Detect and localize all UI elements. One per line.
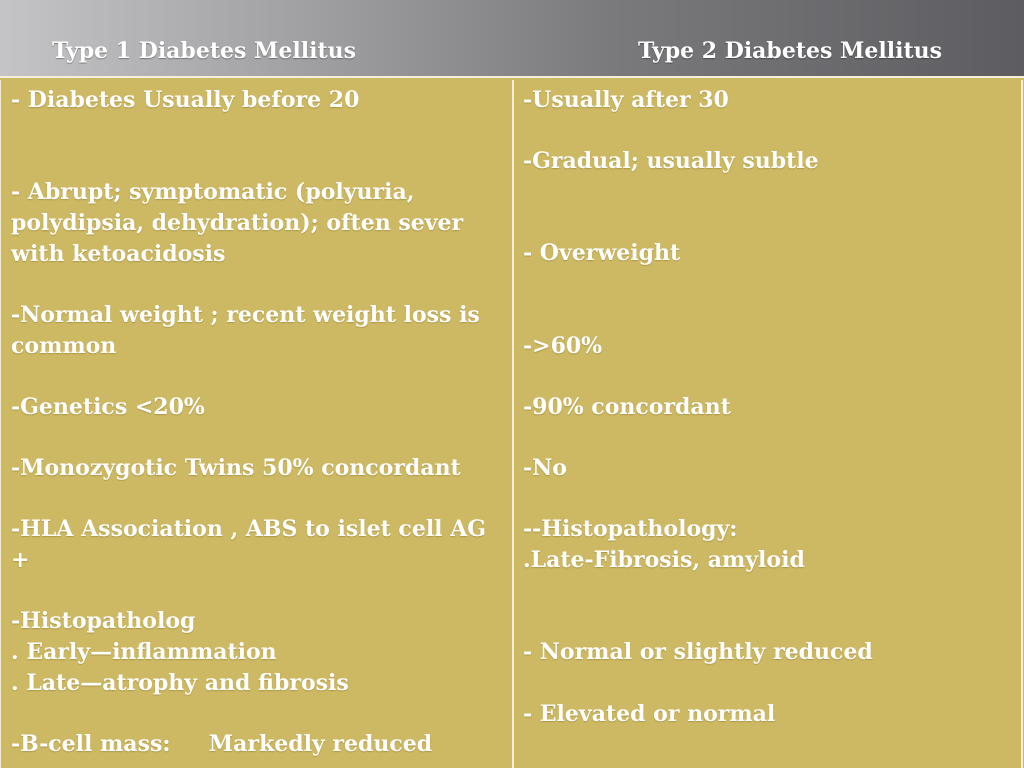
- type1-histo-late: . Late—atrophy and fibrosis: [11, 670, 349, 696]
- type2-column: -Usually after 30 -Gradual; usually subt…: [512, 80, 1023, 768]
- type2-histo-title: --Histopathology:: [523, 516, 738, 542]
- type1-age: - Diabetes Usually before 20: [11, 87, 360, 113]
- type1-onset-line3: with ketoacidosis: [11, 241, 226, 267]
- type1-weight-line2: common: [11, 333, 117, 359]
- type1-histo-title: -Histopatholog: [11, 608, 196, 634]
- type1-twins: -Monozygotic Twins 50% concordant: [11, 455, 461, 481]
- table-header: Type 1 Diabetes Mellitus Type 2 Diabetes…: [0, 0, 1024, 76]
- type2-column-title: Type 2 Diabetes Mellitus: [638, 38, 942, 64]
- type1-weight-line1: -Normal weight ; recent weight loss is: [11, 302, 480, 328]
- type2-onset: -Gradual; usually subtle: [523, 148, 819, 174]
- type2-last: - Elevated or normal: [523, 701, 776, 727]
- type2-age: -Usually after 30: [523, 87, 729, 113]
- type1-column-title: Type 1 Diabetes Mellitus: [52, 38, 356, 64]
- comparison-table: - Diabetes Usually before 20 - Abrupt; s…: [0, 76, 1024, 768]
- type1-onset-line2: polydipsia, dehydration); often sever: [11, 210, 464, 236]
- type2-genetics: ->60%: [523, 333, 603, 359]
- type1-bcell: -B-cell mass: Markedly reduced: [11, 731, 433, 757]
- type1-hla-line2: +: [11, 547, 30, 573]
- type2-hla: -No: [523, 455, 567, 481]
- type1-onset-line1: - Abrupt; symptomatic (polyuria,: [11, 179, 415, 205]
- type1-hla-line1: -HLA Association , ABS to islet cell AG: [11, 516, 487, 542]
- type2-weight: - Overweight: [523, 240, 681, 266]
- type2-histo-late: .Late-Fibrosis, amyloid: [523, 547, 805, 573]
- type2-bcell: - Normal or slightly reduced: [523, 639, 873, 665]
- type1-genetics: -Genetics <20%: [11, 394, 205, 420]
- type2-twins: -90% concordant: [523, 394, 731, 420]
- type1-column: - Diabetes Usually before 20 - Abrupt; s…: [0, 80, 512, 768]
- type1-histo-early: . Early—inflammation: [11, 639, 277, 665]
